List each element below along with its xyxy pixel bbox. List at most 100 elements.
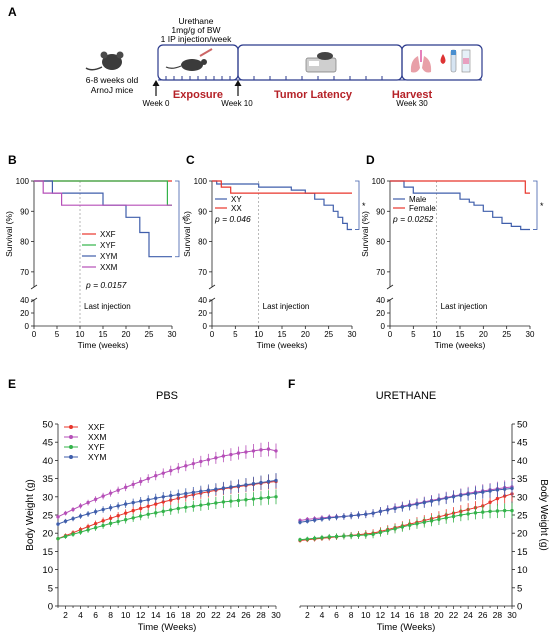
axis-break-mark <box>30 284 38 290</box>
x-tick-label: 10 <box>254 330 263 339</box>
x-tick-label: 20 <box>196 610 206 620</box>
data-point <box>473 491 478 495</box>
data-point <box>191 461 196 466</box>
data-point <box>459 513 463 517</box>
data-point <box>154 496 158 500</box>
panel-letter-f: F <box>288 377 295 391</box>
data-point <box>154 473 158 478</box>
data-point <box>266 495 271 500</box>
y-tick-label: 35 <box>517 474 528 485</box>
x-tick-label: 10 <box>432 330 441 339</box>
survival-chart-d: 70 80 90 100 0 20 40 0 5 10 15 20 25 30 Time (weeks) Su… <box>360 177 544 350</box>
x-tick-label: 10 <box>121 610 131 620</box>
data-point <box>407 503 412 508</box>
series-xym <box>298 480 514 525</box>
data-point <box>169 494 173 498</box>
legend-label: XXF <box>100 230 116 239</box>
data-point <box>199 503 203 507</box>
data-point <box>199 489 203 494</box>
legend-label: XYM <box>88 452 106 462</box>
data-point <box>131 500 135 505</box>
data-point <box>93 526 98 530</box>
survival-line-female <box>390 180 530 194</box>
data-point <box>371 511 375 515</box>
data-point <box>206 488 211 492</box>
x-tick-label: 20 <box>301 330 310 339</box>
data-point <box>371 532 375 536</box>
legend-label: XXF <box>88 422 105 432</box>
data-point <box>123 518 128 522</box>
p-value: p = 0.046 <box>214 214 251 224</box>
x-tick-label: 25 <box>324 330 333 339</box>
data-point <box>488 500 492 504</box>
legend-marker <box>69 425 73 429</box>
data-point <box>312 518 317 522</box>
y-tick-label: 25 <box>517 511 528 522</box>
series-xym <box>56 472 278 527</box>
harvest-label: Harvest <box>392 89 433 101</box>
data-point <box>266 479 271 484</box>
y-tick-label: 80 <box>20 238 29 247</box>
x-tick-label: 24 <box>226 610 236 620</box>
data-point <box>298 520 302 524</box>
y-tick-label: 40 <box>517 456 528 467</box>
x-tick-label: 28 <box>256 610 266 620</box>
x-tick-label: 14 <box>390 610 400 620</box>
data-point <box>356 533 361 538</box>
data-point <box>221 454 226 458</box>
data-point <box>108 516 113 520</box>
data-point <box>422 520 426 524</box>
data-point <box>334 515 339 519</box>
data-point <box>138 499 143 503</box>
data-point <box>429 499 434 503</box>
data-point <box>71 507 75 512</box>
y-tick-label: 20 <box>517 529 528 540</box>
y-tick-label: 45 <box>517 438 528 449</box>
survival-line-xxm <box>34 180 172 206</box>
y-tick-label: 100 <box>194 177 208 186</box>
data-point <box>206 502 211 506</box>
data-point <box>327 535 331 539</box>
panel-letter-d: D <box>366 153 375 167</box>
legend-label: XYM <box>100 252 118 261</box>
data-point <box>422 500 426 505</box>
x-tick-label: 8 <box>108 610 113 620</box>
y-tick-label: 20 <box>198 309 207 318</box>
data-point <box>466 512 470 516</box>
data-point <box>305 537 310 541</box>
data-point <box>116 488 120 492</box>
x-tick-label: 22 <box>449 610 459 620</box>
data-point <box>93 510 98 514</box>
x-tick-label: 10 <box>361 610 371 620</box>
data-point <box>93 497 98 502</box>
exposure-label: Exposure <box>173 89 223 101</box>
y-tick-label: 30 <box>42 492 53 503</box>
data-point <box>488 489 492 493</box>
y-tick-label: 5 <box>48 583 53 594</box>
y-tick-label: 0 <box>25 322 30 331</box>
significance-bracket <box>175 180 180 258</box>
data-point <box>161 495 165 499</box>
x-tick-label: 30 <box>348 330 357 339</box>
x-tick-label: 15 <box>278 330 287 339</box>
panel-letter-b: B <box>8 153 17 167</box>
data-point <box>334 534 339 539</box>
legend-label: Female <box>409 204 436 213</box>
significance-star: * <box>362 201 366 211</box>
data-point <box>251 497 256 501</box>
y-tick-label: 50 <box>517 420 528 431</box>
x-tick-label: 0 <box>210 330 215 339</box>
timeline-ticks <box>158 76 482 81</box>
data-point <box>176 466 180 470</box>
significance-bracket <box>355 180 360 230</box>
data-point <box>63 511 68 515</box>
mouse-age-label: 6-8 weeks old <box>86 75 139 85</box>
data-point <box>214 487 218 491</box>
data-point <box>123 502 128 506</box>
y-tick-label: 50 <box>42 420 53 431</box>
data-point <box>131 508 135 513</box>
x-tick-label: 16 <box>166 610 176 620</box>
y-tick-label: 5 <box>517 583 522 594</box>
data-point <box>184 491 188 496</box>
